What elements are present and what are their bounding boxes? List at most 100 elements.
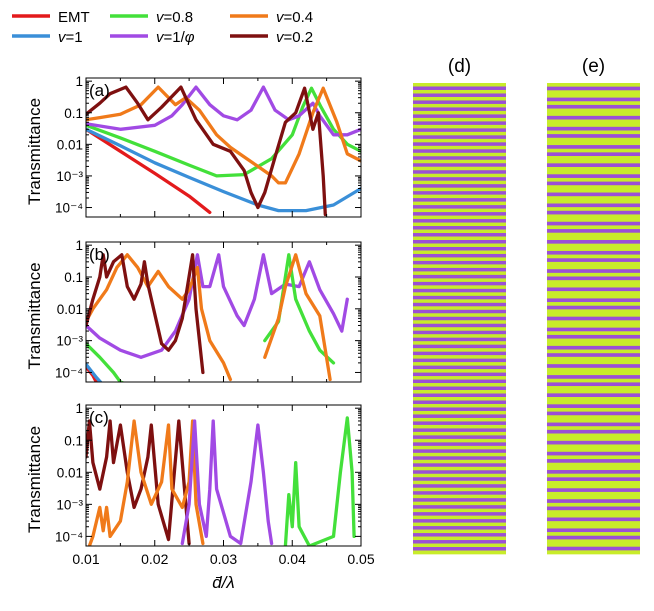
panel-e-stripe — [547, 166, 640, 171]
panel-d-stripe — [413, 166, 506, 171]
panel-d-stripe — [413, 505, 506, 509]
ytick-label-0-4: 10⁻⁴ — [55, 201, 83, 216]
panel-d-stripe — [413, 114, 506, 119]
xtick-label-2-3: 0.04 — [279, 551, 306, 567]
panel-e-stripe — [547, 393, 640, 398]
panel-e-stripe — [547, 137, 640, 142]
panel-e-stripe — [547, 502, 640, 507]
panel-d-stripe — [413, 390, 506, 394]
panel-e-stripe — [547, 367, 640, 372]
panel-e-stripe — [547, 225, 640, 230]
panel-e-stripe — [547, 411, 640, 416]
panel-d-stripe — [413, 295, 506, 300]
panel-d-stripe — [413, 156, 506, 161]
panel-d-stripe — [413, 431, 506, 436]
series-line-0-0 — [86, 127, 212, 215]
panel-e-stripe — [547, 389, 640, 394]
panel-d-stripe — [413, 250, 506, 255]
panel-e-stripe — [547, 466, 640, 471]
panel-e-stripe — [547, 247, 640, 252]
panel-e-stripe — [547, 83, 640, 87]
panel-d-stripe — [413, 215, 506, 220]
ytick-label-2-0: 1 — [75, 401, 83, 416]
panel-e-stripe — [547, 134, 640, 139]
panel-d-stripe — [413, 379, 506, 384]
panel-d-stripe — [413, 257, 506, 262]
panel-e-stripe — [547, 364, 640, 369]
panel-e-stripe — [547, 309, 640, 314]
panel-d-stripe — [413, 410, 506, 415]
legend-label-2: v=0.8 — [156, 9, 193, 26]
panel-e-stripe — [547, 298, 640, 303]
panel-e-stripe — [547, 375, 640, 380]
panel-d-stripe — [413, 355, 506, 359]
panel-e-stripe — [547, 455, 640, 460]
panel-d-stripe — [413, 519, 506, 523]
series-line-1-6 — [263, 253, 332, 382]
panel-d-stripe — [413, 456, 506, 461]
panel-e-stripe — [547, 294, 640, 299]
panel-e-stripe — [547, 210, 640, 215]
panel-e-stripe — [547, 170, 640, 175]
panel-d-stripe — [413, 302, 506, 307]
panel-d-stripe — [413, 187, 506, 192]
panel-d-stripe — [413, 86, 506, 91]
panel-d-stripe — [413, 491, 506, 496]
panel-d-stripe — [413, 316, 506, 321]
ytick-label-2-3: 10⁻³ — [56, 497, 83, 512]
panel-d-stripe — [413, 428, 506, 433]
panel-d-stripe — [413, 124, 506, 129]
series-line-0-5 — [86, 85, 327, 217]
panel-d-stripe — [413, 435, 506, 440]
panel-e-stripe — [547, 163, 640, 168]
panel-e-stripe — [547, 104, 640, 109]
panel-d-stripe — [413, 463, 506, 468]
panel-d-stripe — [413, 533, 506, 537]
panel-e-stripe — [547, 192, 640, 197]
panel-e-stripe — [547, 261, 640, 266]
panel-d-stripe — [413, 131, 506, 136]
panel-e-stripe — [547, 287, 640, 292]
ylabel-1: Transmittance — [25, 262, 44, 369]
panel-e-stripe — [547, 199, 640, 204]
panel-e-stripe — [547, 550, 640, 555]
ytick-label-0-0: 1 — [75, 74, 83, 89]
panel-d-stripe — [413, 334, 506, 339]
panel-e-stripe — [547, 433, 640, 438]
panel-e-stripe — [547, 407, 640, 412]
panel-d-stripe — [413, 152, 506, 157]
panel-d-stripe — [413, 236, 506, 241]
panel-e-stripe — [547, 97, 640, 102]
panel-d-stripe — [413, 362, 506, 366]
series-line-2-3 — [283, 416, 356, 546]
panel-e-stripe — [547, 316, 640, 321]
panel-e-stripe — [547, 400, 640, 405]
panel-d-stripe — [413, 494, 506, 499]
panel-d-stripe — [413, 417, 506, 422]
panel-d-stripe — [413, 484, 506, 489]
panel-d-stripe — [413, 515, 506, 520]
panel-e-label: (e) — [582, 56, 605, 77]
panel-e-stripe — [547, 240, 640, 244]
panel-d-stripe — [413, 547, 506, 551]
ytick-label-1-3: 10⁻³ — [56, 334, 83, 349]
panel-d-stripe — [413, 477, 506, 482]
panel-e-stripe — [547, 342, 640, 347]
plot-panels: 1 0.1 0.01 10⁻³ 10⁻⁴ (a) Transmittance 1 0.1 0.01… — [25, 74, 375, 592]
panel-e-stripe — [547, 543, 640, 548]
panel-d-stripe — [413, 93, 506, 98]
panel-e-stripe — [547, 320, 640, 325]
panel-e-stripe — [547, 448, 640, 453]
panel-e-stripe — [547, 302, 640, 307]
panel-d-stripe — [413, 512, 506, 516]
panel-e-stripe — [547, 331, 640, 336]
panel-d-stripe — [413, 271, 506, 276]
panel-d-stripe — [413, 285, 506, 290]
panel-d-stripe — [413, 383, 506, 387]
panel-d-stripe — [413, 103, 506, 108]
panel-e-stripe — [547, 250, 640, 255]
panel-e-stripe — [547, 185, 640, 190]
panel-d-stripe — [413, 184, 506, 189]
panel-d-stripe — [413, 421, 506, 426]
